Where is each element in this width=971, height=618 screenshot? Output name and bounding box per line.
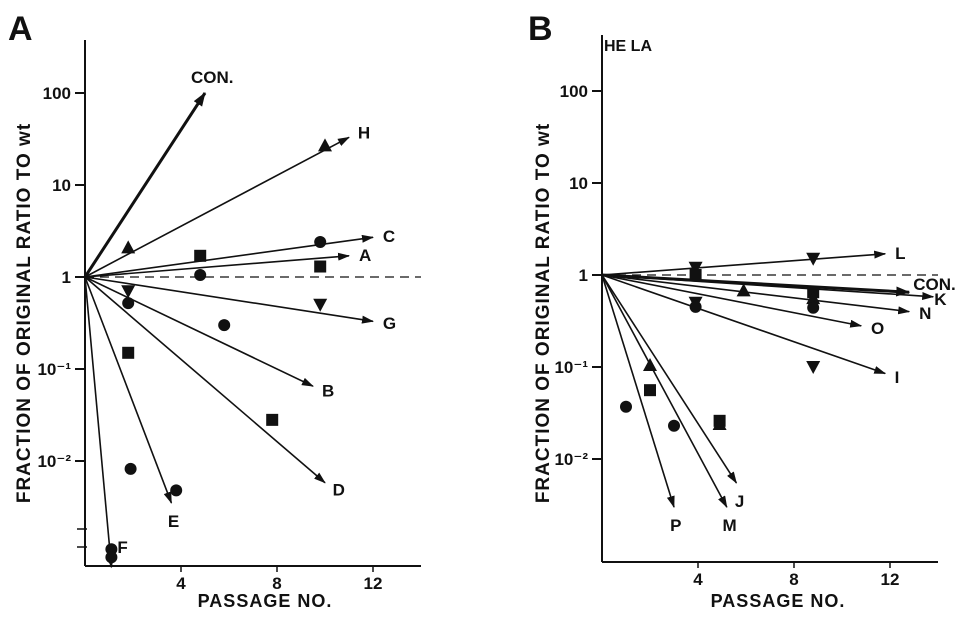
y-tick-label: 10⁻¹ xyxy=(37,360,71,379)
panel-b: B 100 10 1 10⁻¹ 10⁻² 4 8 12 FRACTION OF ORIGINAL … xyxy=(528,10,956,611)
series-line xyxy=(601,274,863,328)
line-label: I xyxy=(895,368,900,387)
inverted-triangle-marker xyxy=(121,285,136,299)
square-marker xyxy=(266,413,279,426)
square-marker xyxy=(689,269,702,281)
square-marker xyxy=(314,260,327,273)
y-tick-label: 100 xyxy=(43,84,71,103)
series-line xyxy=(84,276,374,324)
line-label: G xyxy=(383,314,396,333)
circle-marker xyxy=(170,484,183,497)
y-tick-label: 10⁻¹ xyxy=(554,358,588,377)
line-label: J xyxy=(735,492,744,511)
circle-marker xyxy=(689,300,702,313)
series-line xyxy=(601,274,675,509)
line-label: H xyxy=(358,124,370,143)
panel-letter: A xyxy=(8,10,33,48)
line-label: A xyxy=(359,246,371,265)
square-marker xyxy=(122,346,135,359)
circle-marker xyxy=(807,301,820,314)
line-label: F xyxy=(117,538,127,557)
x-tick-label: 4 xyxy=(176,574,186,593)
circle-marker xyxy=(620,400,632,413)
series-line xyxy=(601,274,738,484)
triangle-marker xyxy=(643,358,657,372)
line-label: B xyxy=(322,382,334,401)
series-line xyxy=(84,252,350,278)
panel-letter: B xyxy=(528,10,553,48)
series-line xyxy=(84,136,350,278)
line-label: P xyxy=(670,516,681,535)
line-label: L xyxy=(895,244,905,263)
inverted-triangle-marker xyxy=(313,298,328,312)
series-line xyxy=(84,276,314,387)
line-label: E xyxy=(168,512,179,531)
y-tick-label: 10⁻² xyxy=(554,450,588,469)
inverted-triangle-marker xyxy=(806,252,821,266)
circle-marker xyxy=(194,269,207,282)
line-label: D xyxy=(333,480,345,499)
circle-marker xyxy=(124,462,137,475)
line-label: N xyxy=(919,304,931,323)
series-line xyxy=(84,276,115,569)
series-line xyxy=(84,276,173,504)
x-axis-label: PASSAGE NO. xyxy=(711,591,846,611)
triangle-marker xyxy=(736,283,751,297)
x-tick-label: 8 xyxy=(789,570,798,589)
inverted-triangle-marker xyxy=(688,261,703,275)
inverted-triangle-marker xyxy=(806,361,821,374)
series-line xyxy=(83,92,207,278)
triangle-marker xyxy=(318,138,332,152)
square-marker xyxy=(644,384,656,397)
y-tick-label: 10 xyxy=(569,174,588,193)
x-tick-label: 12 xyxy=(364,574,383,593)
triangle-marker xyxy=(121,240,136,254)
square-marker xyxy=(194,249,207,262)
y-tick-label: 10 xyxy=(52,176,71,195)
series-line xyxy=(601,274,728,508)
series-line xyxy=(601,250,887,276)
y-axis-label: FRACTION OF ORIGINAL RATIO TO wt xyxy=(533,123,554,503)
y-tick-label: 100 xyxy=(560,82,588,101)
y-tick-label: 10⁻² xyxy=(37,452,71,471)
series-line xyxy=(601,274,911,315)
circle-marker xyxy=(105,551,118,564)
line-label: O xyxy=(871,319,884,338)
x-tick-label: 4 xyxy=(693,570,703,589)
cell-line-annotation: HE LA xyxy=(604,38,652,55)
series-line xyxy=(601,274,935,301)
circle-marker xyxy=(122,297,135,310)
line-label: K xyxy=(934,290,947,309)
series-line xyxy=(84,276,326,484)
circle-marker xyxy=(314,236,327,249)
panel-a: A 100 10 1 10⁻¹ 10⁻² 4 8 12 FRACTION OF ORIGINAL … xyxy=(8,10,421,611)
y-tick-label: 1 xyxy=(62,268,71,287)
y-tick-label: 1 xyxy=(579,266,588,285)
circle-marker xyxy=(218,319,231,332)
line-label: CON. xyxy=(913,275,956,294)
line-label: CON. xyxy=(191,68,234,87)
line-label: C xyxy=(383,227,395,246)
x-tick-label: 8 xyxy=(272,574,281,593)
line-label: M xyxy=(723,516,737,535)
triangle-marker xyxy=(806,291,821,305)
x-tick-label: 12 xyxy=(881,570,900,589)
circle-marker xyxy=(668,419,680,432)
series-line xyxy=(601,274,887,375)
x-axis-label: PASSAGE NO. xyxy=(198,591,333,611)
y-axis-label: FRACTION OF ORIGINAL RATIO TO wt xyxy=(14,123,35,503)
triangle-marker xyxy=(712,417,727,431)
